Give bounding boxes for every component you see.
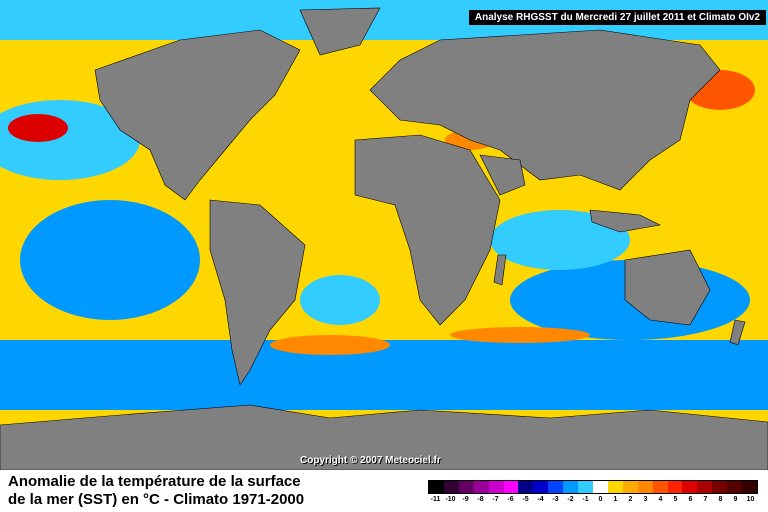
legend-tick: 3 <box>643 496 648 503</box>
legend-tick: -9 <box>462 496 469 503</box>
legend-swatch <box>682 481 698 493</box>
africa <box>354 134 501 326</box>
south-america <box>209 199 306 386</box>
legend-swatch <box>742 481 757 493</box>
legend-tick-labels: -11 -10 -9 -8 -7 -6 -5 -4 -3 -2 -1 0 1 2 3 4 5 6 7 8 9 10 <box>428 496 758 503</box>
legend-swatch <box>712 481 728 493</box>
new-zealand <box>729 319 746 346</box>
warm-anomaly-pacific <box>8 114 68 142</box>
legend-tick: 8 <box>718 496 723 503</box>
legend-tick: 0 <box>598 496 603 503</box>
legend-color-bar <box>428 480 758 494</box>
legend-swatch <box>592 481 608 493</box>
legend-swatch <box>443 481 459 493</box>
caption-line-2: de la mer (SST) en °C - Climato 1971-200… <box>8 491 305 508</box>
legend-tick: -3 <box>552 496 559 503</box>
legend-swatch <box>622 481 638 493</box>
legend-tick: -11 <box>430 496 441 503</box>
map-title: Analyse RHGSST du Mercredi 27 juillet 20… <box>468 10 766 25</box>
legend-swatch <box>563 481 579 493</box>
color-legend: -11 -10 -9 -8 -7 -6 -5 -4 -3 -2 -1 0 1 2 3 4 5 6 7 8 9 10 <box>428 480 758 503</box>
madagascar <box>493 254 507 286</box>
legend-tick: -6 <box>507 496 514 503</box>
copyright-text: Copyright © 2007 Meteociel.fr <box>300 455 441 466</box>
legend-tick: 7 <box>703 496 708 503</box>
legend-swatch <box>488 481 504 493</box>
legend-swatch <box>503 481 519 493</box>
legend-tick: 9 <box>733 496 738 503</box>
legend-tick: 2 <box>628 496 633 503</box>
caption-line-1: Anomalie de la température de la surface <box>8 473 301 490</box>
legend-swatch <box>727 481 743 493</box>
southern-band <box>0 340 768 410</box>
legend-tick: -4 <box>537 496 544 503</box>
legend-tick: -7 <box>492 496 499 503</box>
legend-swatch <box>578 481 593 493</box>
greenland <box>299 7 381 56</box>
australia <box>624 249 711 326</box>
legend-swatch <box>652 481 668 493</box>
legend-swatch <box>607 481 623 493</box>
legend-swatch <box>637 481 653 493</box>
arabia <box>479 154 526 196</box>
legend-tick: -5 <box>522 496 529 503</box>
legend-tick: 4 <box>658 496 663 503</box>
antarctica <box>0 404 768 470</box>
legend-tick: 10 <box>746 496 755 503</box>
legend-swatch <box>548 481 564 493</box>
legend-tick: -10 <box>445 496 456 503</box>
legend-swatch <box>458 481 474 493</box>
legend-tick: -2 <box>567 496 574 503</box>
legend-tick: -8 <box>477 496 484 503</box>
legend-tick: 5 <box>673 496 678 503</box>
legend-tick: -1 <box>582 496 589 503</box>
north-america <box>94 29 301 201</box>
legend-swatch <box>667 481 683 493</box>
map-caption: Anomalie de la température de la surface… <box>8 473 304 509</box>
indonesia <box>589 209 661 233</box>
legend-swatch <box>533 481 549 493</box>
legend-swatch <box>518 481 534 493</box>
legend-swatch <box>473 481 489 493</box>
legend-tick: 6 <box>688 496 693 503</box>
sst-anomaly-map <box>0 0 768 470</box>
legend-tick: 1 <box>613 496 618 503</box>
eurasia <box>369 29 721 191</box>
legend-swatch <box>429 481 444 493</box>
legend-swatch <box>697 481 713 493</box>
